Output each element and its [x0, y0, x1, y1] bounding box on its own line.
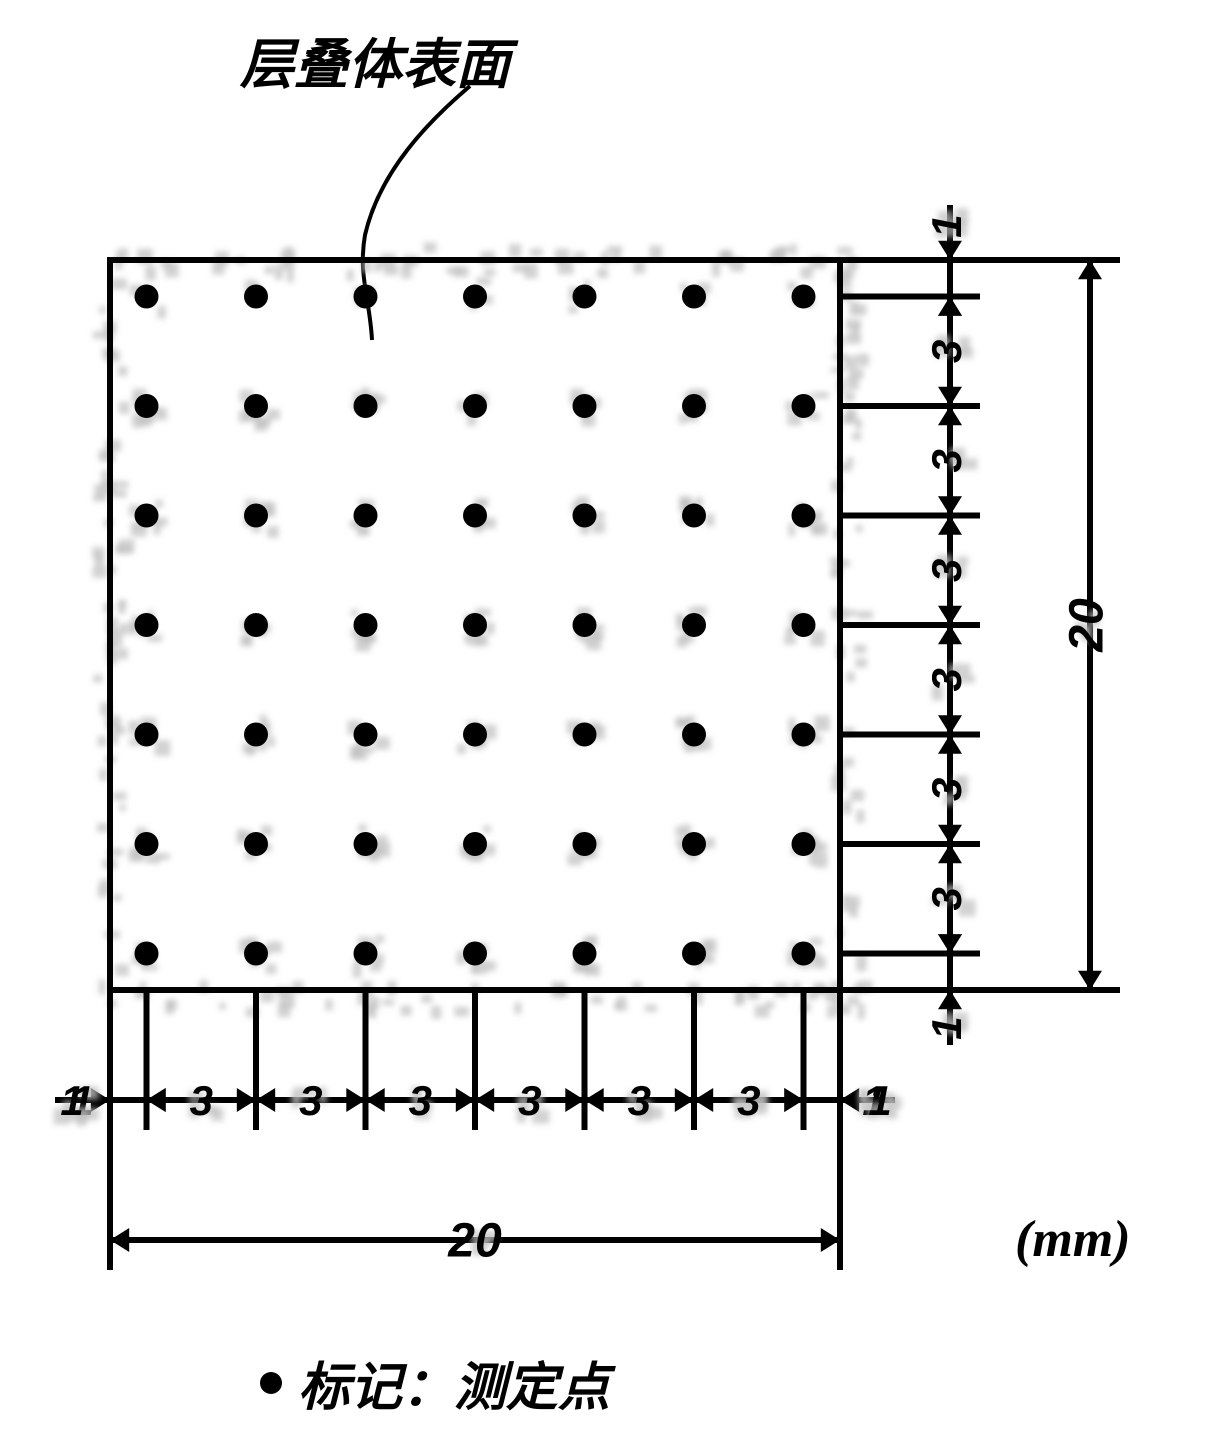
measurement-dot — [682, 723, 706, 747]
measurement-dot — [463, 723, 487, 747]
dimension-value: 3 — [923, 668, 970, 691]
dots-group — [128, 277, 830, 977]
measurement-dot — [682, 832, 706, 856]
dimension-value: 3 — [923, 559, 970, 582]
dimension-value: 20 — [1061, 598, 1114, 653]
measurement-dot — [463, 832, 487, 856]
legend-dot-icon — [260, 1372, 282, 1394]
dimension-value: 3 — [409, 1077, 432, 1124]
measurement-dot — [792, 394, 816, 418]
measurement-dot — [682, 394, 706, 418]
dimension-value: 20 — [447, 1215, 502, 1268]
measurement-dot — [792, 723, 816, 747]
measurement-dot — [244, 285, 268, 309]
measurement-dot — [354, 942, 378, 966]
measurement-dot — [792, 832, 816, 856]
dimension-value: 3 — [190, 1077, 213, 1124]
unit-label: (mm) — [1015, 1210, 1131, 1269]
title-label: 层叠体表面 — [240, 20, 510, 99]
dimension-value: 3 — [923, 887, 970, 910]
measurement-dot — [792, 942, 816, 966]
measurement-dot — [354, 394, 378, 418]
measurement-dot — [354, 723, 378, 747]
measurement-dot — [463, 613, 487, 637]
legend: 标记：测定点 — [260, 1345, 610, 1420]
measurement-dot — [244, 613, 268, 637]
measurement-dot — [135, 394, 159, 418]
measurement-dot — [573, 285, 597, 309]
measurement-dot — [354, 504, 378, 528]
unit-text: (mm) — [1015, 1211, 1131, 1268]
measurement-dot — [573, 613, 597, 637]
measurement-dot — [244, 504, 268, 528]
measurement-dot — [682, 613, 706, 637]
measurement-dot — [573, 832, 597, 856]
leader-curve — [363, 86, 470, 340]
measurement-dot — [244, 832, 268, 856]
dimension-value: 3 — [923, 449, 970, 472]
measurement-dot — [463, 942, 487, 966]
measurement-dot — [135, 832, 159, 856]
dimension-value: 3 — [737, 1077, 760, 1124]
measurement-dot — [244, 723, 268, 747]
diagram-root: 层叠体表面 标记：测定点 (mm) 1333333111201333333120 — [0, 0, 1222, 1431]
measurement-dot — [573, 504, 597, 528]
dimension-value: 1 — [60, 1077, 83, 1124]
dimension-value: 3 — [923, 778, 970, 801]
measurement-dot — [682, 285, 706, 309]
dimension-value: 3 — [628, 1077, 651, 1124]
dimension-value: 1 — [923, 1016, 970, 1039]
measurement-dot — [354, 285, 378, 309]
measurement-dot — [135, 942, 159, 966]
dimension-value: 3 — [518, 1077, 541, 1124]
measurement-dot — [135, 613, 159, 637]
measurement-dot — [244, 942, 268, 966]
measurement-dot — [682, 504, 706, 528]
title-text: 层叠体表面 — [240, 35, 510, 95]
legend-text: 标记：测定点 — [298, 1345, 610, 1420]
measurement-dot — [792, 285, 816, 309]
measurement-dot — [573, 942, 597, 966]
measurement-dot — [682, 942, 706, 966]
measurement-dot — [792, 504, 816, 528]
measurement-dot — [573, 723, 597, 747]
measurement-dot — [135, 285, 159, 309]
dimension-value: 3 — [299, 1077, 322, 1124]
dimension-value: 1 — [923, 214, 970, 237]
measurement-dot — [463, 394, 487, 418]
measurement-dot — [463, 285, 487, 309]
measurement-dot — [135, 504, 159, 528]
dimension-value: 1 — [868, 1077, 891, 1124]
measurement-dot — [463, 504, 487, 528]
measurement-dot — [573, 394, 597, 418]
measurement-dot — [792, 613, 816, 637]
measurement-dot — [135, 723, 159, 747]
measurement-dot — [354, 613, 378, 637]
measurement-dot — [354, 832, 378, 856]
measurement-dot — [244, 394, 268, 418]
dimension-value: 3 — [923, 340, 970, 363]
